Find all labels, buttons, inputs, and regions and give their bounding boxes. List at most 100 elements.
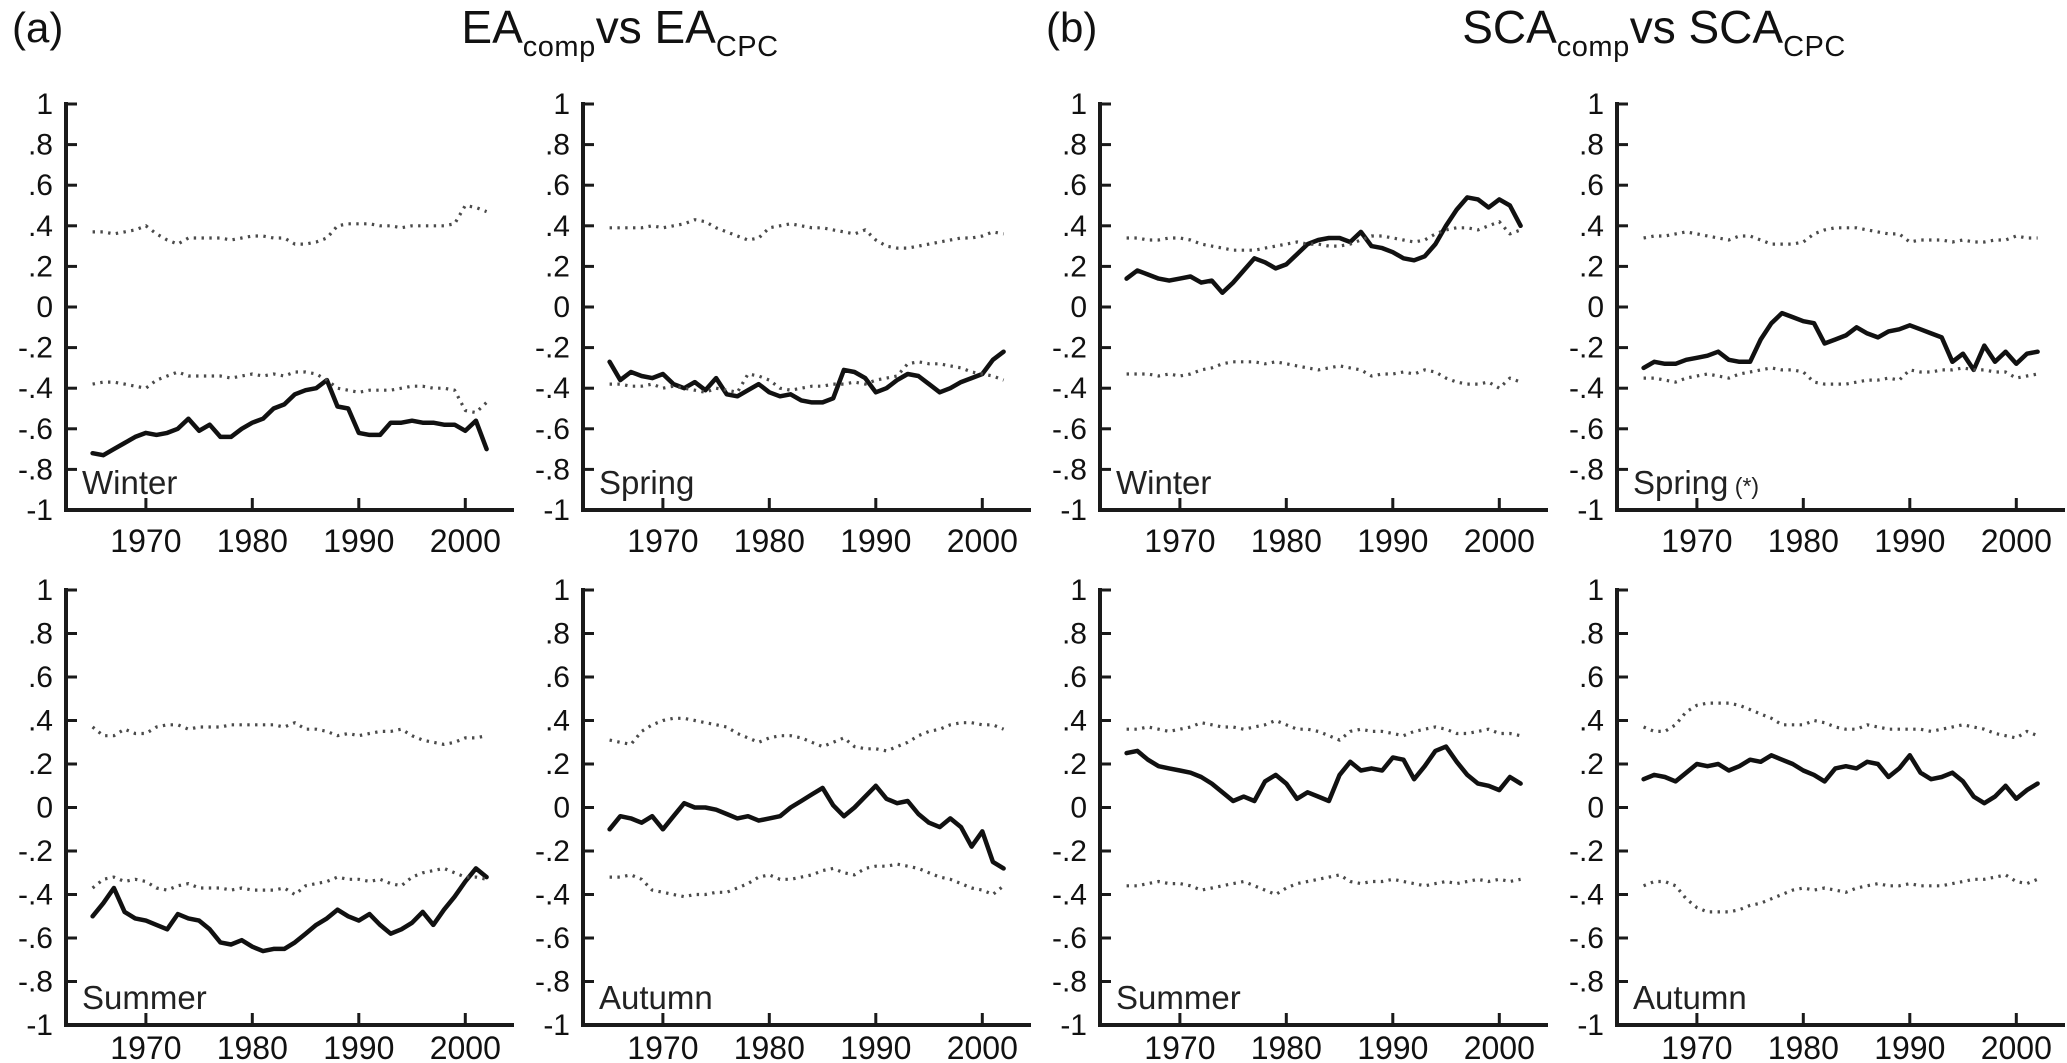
y-tick-label: -.2 [1569,835,1604,868]
x-tick-label: 2000 [1464,1030,1535,1063]
y-tick-label: 0 [1070,792,1087,825]
y-tick-label: .4 [1062,210,1087,243]
y-tick-label: .6 [545,169,570,202]
y-tick-label: .6 [545,661,570,694]
y-tick-label: 0 [1587,291,1604,324]
x-tick-label: 1990 [1357,523,1428,558]
x-tick-label: 1970 [1144,1030,1215,1063]
series-lower-dotted-bound [1643,873,2039,914]
y-tick-label: -.2 [1569,332,1604,365]
x-tick-label: 1980 [734,1030,805,1063]
x-tick-label: 2000 [430,523,501,558]
series-correlation [90,377,489,458]
y-tick-label: 1 [553,88,570,121]
axis-spines [1098,588,1548,1027]
x-tick-label: 1970 [627,523,698,558]
series-upper-dotted-bound [609,218,1004,250]
subplot-a-spring: 1 .8 .6 .4 .2 0 -.2 -.4 -.6 -.8 -1 1970 1980 1990 2000… [517,58,1033,558]
y-tick-label: 1 [36,88,53,121]
y-tick-label: 1 [1070,88,1087,121]
x-tick-label: 1990 [323,523,394,558]
y-tick-label: -1 [543,1009,570,1042]
season-label: Autumn [599,979,713,1016]
y-tick-label: .2 [545,250,570,283]
title-subscript: CPC [715,31,779,63]
y-tick-label: -.8 [1052,453,1087,486]
subplot-b-autumn: 1 .8 .6 .4 .2 0 -.2 -.4 -.6 -.8 -1 1970 1980 1990 2000… [1551,558,2067,1063]
chart-b-winter: 1 .8 .6 .4 .2 0 -.2 -.4 -.6 -.8 -1 1970 1980 1990 2000… [1052,88,1548,558]
season-label: Winter [82,464,177,501]
y-tick-label: .2 [1062,748,1087,781]
y-tick-label: -.2 [18,835,53,868]
x-tick-label: 1970 [110,523,181,558]
y-tick-label: .8 [28,618,53,651]
y-tick-label: -.2 [1052,835,1087,868]
y-tick-label: .4 [1579,705,1604,738]
title-subscript: comp [522,31,596,63]
y-tick-label: .4 [545,705,570,738]
title-text: SCA [1462,1,1557,53]
x-tick-label: 2000 [1464,523,1535,558]
x-tick-label: 2000 [1981,1030,2052,1063]
panel-b-label: (b) [1046,4,1098,51]
y-tick-label: -.6 [535,922,570,955]
subplot-b-winter: 1 .8 .6 .4 .2 0 -.2 -.4 -.6 -.8 -1 1970 1980 1990 2000… [1034,58,1550,558]
y-tick-label: -.6 [1052,413,1087,446]
panel-b-title: SCAcompvs SCACPC [1137,0,2067,63]
y-tick-label: -.6 [18,413,53,446]
y-tick-label: .2 [1579,748,1604,781]
y-tick-label: -.6 [1569,413,1604,446]
x-tick-label: 1980 [1251,523,1322,558]
y-tick-label: 0 [553,291,570,324]
title-text: vs SCA [1629,1,1784,53]
series-lower-dotted-bound [91,866,487,897]
y-tick-label: .4 [545,210,570,243]
y-tick-label: -.8 [18,966,53,999]
y-tick-label: -.4 [18,372,53,405]
x-tick-label: 2000 [1981,523,2052,558]
title-subscript: comp [1556,31,1630,63]
subplot-b-spring: 1 .8 .6 .4 .2 0 -.2 -.4 -.6 -.8 -1 1970 1980 1990 2000… [1551,58,2067,558]
x-tick-label: 1980 [217,1030,288,1063]
series-correlation [1641,753,2040,806]
y-tick-label: -.6 [535,413,570,446]
series-lower-dotted-bound [1126,360,1522,390]
series-upper-dotted-bound [609,716,1005,753]
y-tick-label: 0 [1070,291,1087,324]
y-tick-label: .8 [545,618,570,651]
y-tick-label: -1 [543,494,570,527]
y-tick-label: .8 [28,129,53,162]
series-upper-dotted-bound [91,721,487,746]
series-correlation [1124,744,1523,804]
y-tick-label: -1 [1060,1009,1087,1042]
x-tick-label: 1990 [1874,523,1945,558]
y-tick-label: 1 [1070,574,1087,607]
y-tick-label: -.4 [535,879,570,912]
season-label: Summer [1116,979,1241,1016]
x-tick-label: 1990 [1357,1030,1428,1063]
y-tick-label: .6 [28,661,53,694]
y-tick-label: -.8 [535,966,570,999]
chart-b-autumn: 1 .8 .6 .4 .2 0 -.2 -.4 -.6 -.8 -1 1970 1980 1990 2000… [1569,574,2065,1063]
chart-a-spring: 1 .8 .6 .4 .2 0 -.2 -.4 -.6 -.8 -1 1970 1980 1990 2000… [535,88,1031,558]
x-tick-label: 1970 [1661,1030,1732,1063]
series-correlation [90,866,489,954]
season-label: Spring (*) [1633,464,1759,501]
y-tick-label: 1 [553,574,570,607]
chart-b-spring: 1 .8 .6 .4 .2 0 -.2 -.4 -.6 -.8 -1 1970 1980 1990 2000… [1569,88,2065,558]
x-tick-label: 1980 [1768,1030,1839,1063]
chart-a-winter: 1 .8 .6 .4 .2 0 -.2 -.4 -.6 -.8 -1 1970 1980 1990 2000… [18,88,514,558]
y-tick-label: 0 [553,792,570,825]
y-tick-label: .2 [28,748,53,781]
x-tick-label: 1980 [1768,523,1839,558]
y-tick-label: .8 [1062,129,1087,162]
panel-a-title: EAcompvs EACPC [103,0,1137,63]
y-tick-label: 1 [36,574,53,607]
y-tick-label: -.8 [1569,966,1604,999]
season-label: Winter [1116,464,1211,501]
y-tick-label: 1 [1587,574,1604,607]
y-tick-label: 0 [1587,792,1604,825]
y-tick-label: -.6 [18,922,53,955]
y-tick-label: .8 [545,129,570,162]
